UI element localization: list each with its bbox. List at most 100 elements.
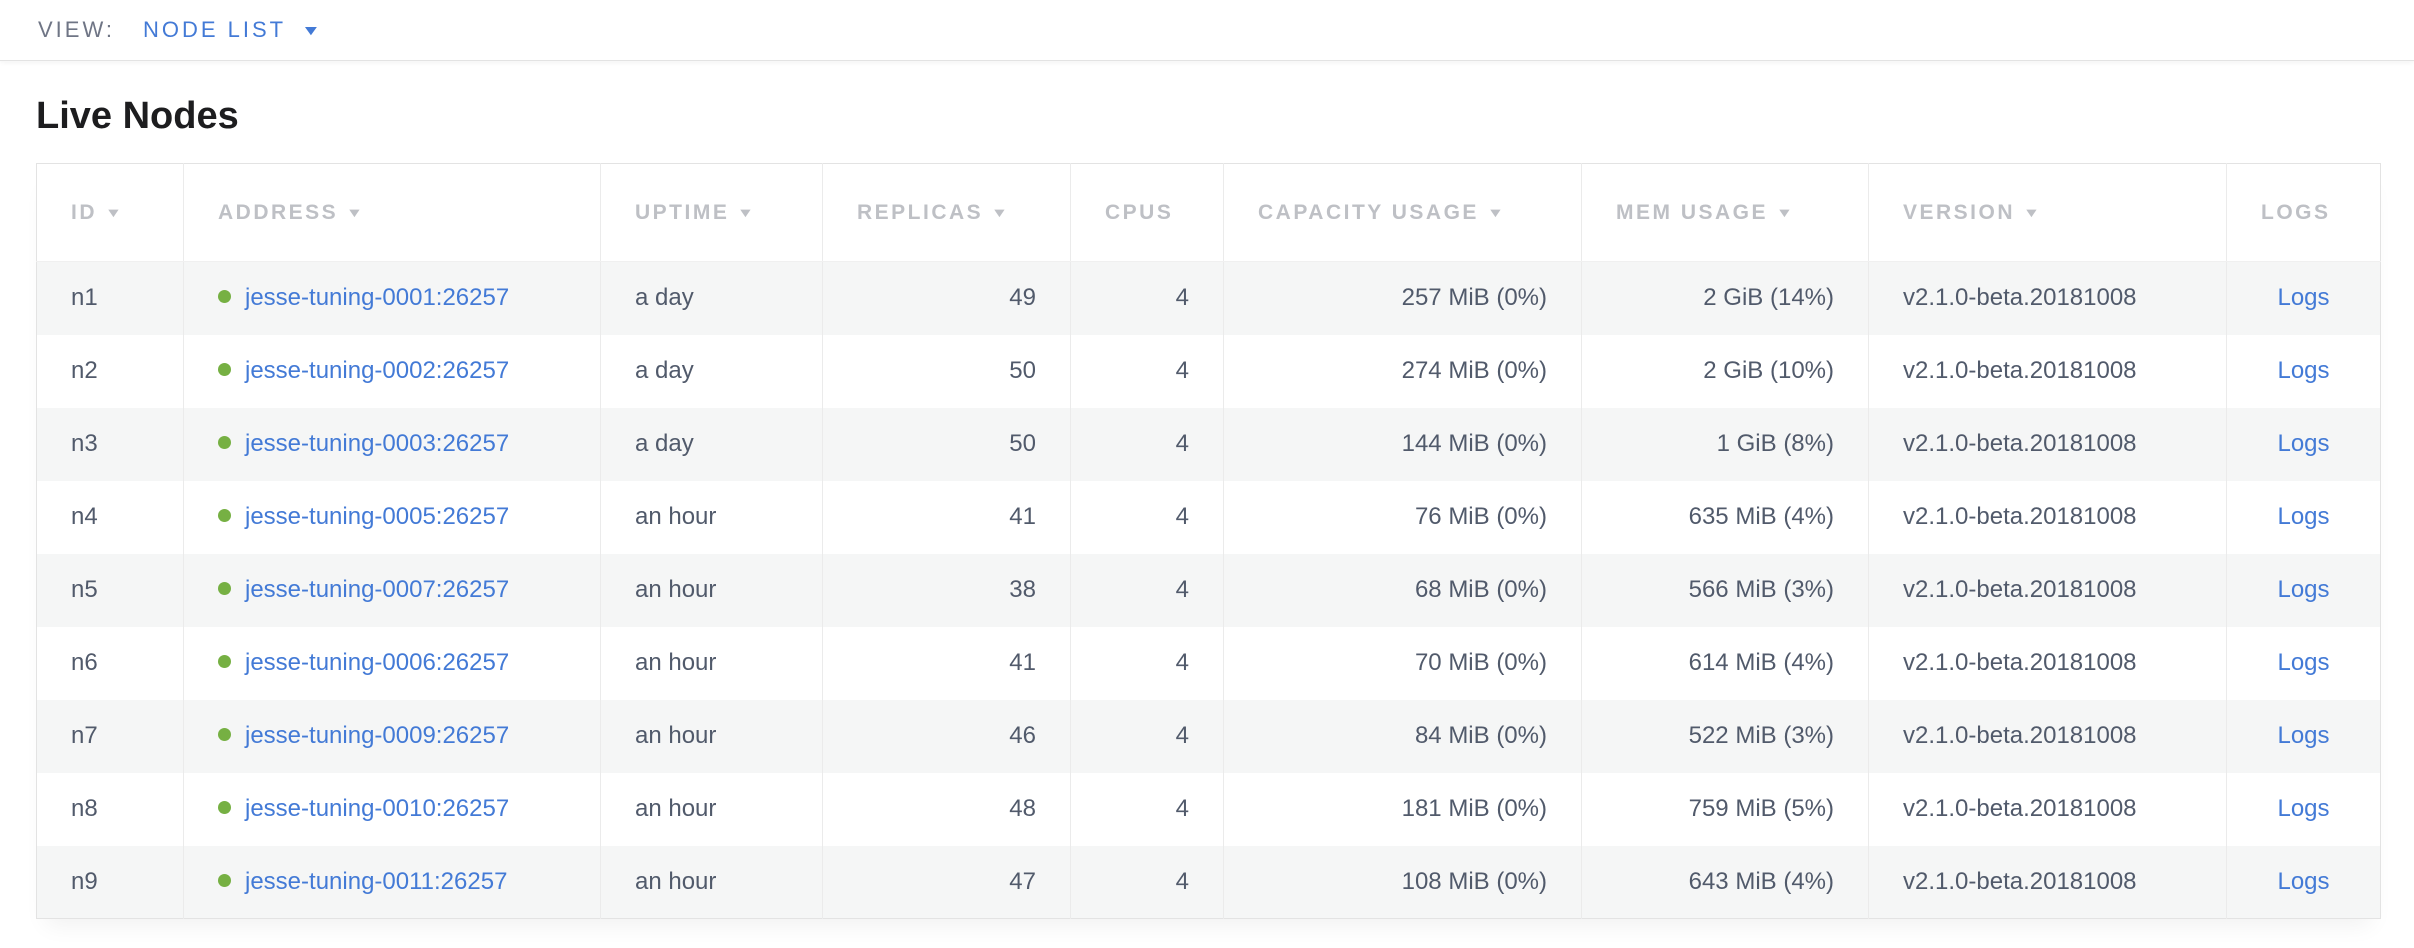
- cell-replicas: 47: [822, 845, 1071, 919]
- node-status-icon: [218, 655, 231, 669]
- column-label: ID: [71, 200, 97, 224]
- column-header-address[interactable]: ADDRESS ▼: [183, 163, 601, 262]
- table-row: n5 jesse-tuning-0007:26257 an hour 38 4 68 Mi…: [36, 553, 2381, 627]
- cell-capacity_usage: 76 MiB (0%): [1223, 480, 1582, 554]
- cell-id: n5: [36, 553, 184, 627]
- cell-uptime: an hour: [600, 626, 823, 700]
- logs-link[interactable]: Logs: [2277, 576, 2330, 603]
- sort-desc-icon: ▼: [104, 204, 123, 220]
- cell-address: jesse-tuning-0010:26257: [183, 772, 601, 846]
- cell-mem_usage: 635 MiB (4%): [1581, 480, 1869, 554]
- cell-logs: Logs: [2226, 772, 2381, 846]
- cell-logs: Logs: [2226, 626, 2381, 700]
- logs-link[interactable]: Logs: [2277, 430, 2330, 457]
- logs-link[interactable]: Logs: [2277, 722, 2330, 749]
- column-header-id[interactable]: ID ▼: [36, 163, 184, 262]
- page-title: Live Nodes: [36, 95, 239, 137]
- cell-cpus: 4: [1070, 626, 1224, 700]
- node-status-icon: [218, 728, 231, 742]
- node-address-link[interactable]: jesse-tuning-0011:26257: [245, 867, 508, 895]
- live-nodes-section: ID ▼ ADDRESS ▼ UPTIME ▼ REPLICAS ▼ CPUS CAPACITY …: [36, 163, 2381, 919]
- table-row: n2 jesse-tuning-0002:26257 a day 50 4 274 MiB…: [36, 334, 2381, 408]
- node-address-link[interactable]: jesse-tuning-0006:26257: [245, 649, 510, 676]
- column-header-cpus: CPUS: [1070, 163, 1224, 262]
- node-address-link[interactable]: jesse-tuning-0005:26257: [245, 503, 510, 530]
- cell-version: v2.1.0-beta.20181008: [1868, 699, 2227, 773]
- view-dropdown-value[interactable]: NODE LIST: [142, 17, 287, 42]
- sort-desc-icon: ▼: [345, 204, 364, 220]
- node-status-icon: [218, 509, 231, 523]
- sort-desc-icon: ▼: [1775, 204, 1794, 220]
- column-label: MEM USAGE: [1616, 200, 1769, 224]
- column-header-mem_usage[interactable]: MEM USAGE ▼: [1581, 163, 1869, 262]
- column-header-replicas[interactable]: REPLICAS ▼: [822, 163, 1071, 262]
- node-status-icon: [218, 582, 231, 596]
- cell-uptime: an hour: [600, 553, 823, 627]
- sort-desc-icon: ▼: [990, 204, 1009, 220]
- cell-cpus: 4: [1070, 407, 1224, 481]
- cell-mem_usage: 2 GiB (14%): [1581, 261, 1869, 335]
- logs-link[interactable]: Logs: [2277, 867, 2330, 895]
- node-status-icon: [218, 290, 231, 304]
- cell-id: n6: [36, 626, 184, 700]
- column-header-version[interactable]: VERSION ▼: [1868, 163, 2227, 262]
- cell-logs: Logs: [2226, 845, 2381, 919]
- cell-cpus: 4: [1070, 553, 1224, 627]
- cell-id: n4: [36, 480, 184, 554]
- node-address-link[interactable]: jesse-tuning-0002:26257: [245, 357, 510, 384]
- cell-mem_usage: 643 MiB (4%): [1581, 845, 1869, 919]
- logs-link[interactable]: Logs: [2277, 795, 2330, 822]
- sort-desc-icon: ▼: [737, 204, 755, 220]
- cell-cpus: 4: [1070, 334, 1224, 408]
- view-dropdown[interactable]: NODE LIST ▼: [142, 17, 322, 43]
- cell-version: v2.1.0-beta.20181008: [1868, 772, 2227, 846]
- column-header-uptime[interactable]: UPTIME ▼: [600, 163, 823, 262]
- logs-link[interactable]: Logs: [2277, 357, 2330, 384]
- view-selector-bar: VIEW: NODE LIST ▼: [0, 0, 2414, 61]
- cell-capacity_usage: 108 MiB (0%): [1223, 845, 1582, 919]
- cell-mem_usage: 614 MiB (4%): [1581, 626, 1869, 700]
- table-row: n9 jesse-tuning-0011:26257 an hour 47 4 108 M…: [36, 845, 2381, 919]
- cell-address: jesse-tuning-0011:26257: [183, 845, 601, 919]
- logs-link[interactable]: Logs: [2277, 649, 2330, 676]
- node-address-link[interactable]: jesse-tuning-0001:26257: [245, 284, 510, 312]
- node-address-link[interactable]: jesse-tuning-0010:26257: [245, 795, 510, 822]
- column-label: ADDRESS: [218, 200, 339, 224]
- cell-id: n8: [36, 772, 184, 846]
- cell-logs: Logs: [2226, 334, 2381, 408]
- logs-link[interactable]: Logs: [2277, 503, 2330, 530]
- node-address-link[interactable]: jesse-tuning-0007:26257: [245, 576, 510, 603]
- column-label: CPUS: [1105, 200, 1174, 224]
- cell-version: v2.1.0-beta.20181008: [1868, 626, 2227, 700]
- node-status-icon: [218, 363, 231, 377]
- cell-address: jesse-tuning-0007:26257: [183, 553, 601, 627]
- cell-mem_usage: 759 MiB (5%): [1581, 772, 1869, 846]
- cell-version: v2.1.0-beta.20181008: [1868, 334, 2227, 408]
- cell-address: jesse-tuning-0005:26257: [183, 480, 601, 554]
- column-label: VERSION: [1903, 200, 2016, 224]
- node-status-icon: [218, 873, 231, 887]
- node-address-link[interactable]: jesse-tuning-0003:26257: [245, 430, 510, 457]
- cell-address: jesse-tuning-0003:26257: [183, 407, 601, 481]
- cell-address: jesse-tuning-0002:26257: [183, 334, 601, 408]
- chevron-down-icon: ▼: [300, 22, 322, 38]
- cell-capacity_usage: 181 MiB (0%): [1223, 772, 1582, 846]
- cell-logs: Logs: [2226, 699, 2381, 773]
- cell-logs: Logs: [2226, 553, 2381, 627]
- cell-replicas: 38: [822, 553, 1071, 627]
- cell-address: jesse-tuning-0006:26257: [183, 626, 601, 700]
- cell-uptime: an hour: [600, 772, 823, 846]
- cell-address: jesse-tuning-0001:26257: [183, 261, 601, 335]
- cell-version: v2.1.0-beta.20181008: [1868, 553, 2227, 627]
- node-address-link[interactable]: jesse-tuning-0009:26257: [245, 722, 510, 749]
- cell-id: n3: [36, 407, 184, 481]
- table-row: n3 jesse-tuning-0003:26257 a day 50 4 144 MiB…: [36, 407, 2381, 481]
- cell-replicas: 41: [822, 480, 1071, 554]
- column-header-capacity_usage[interactable]: CAPACITY USAGE ▼: [1223, 163, 1582, 262]
- cell-replicas: 50: [822, 334, 1071, 408]
- cell-replicas: 46: [822, 699, 1071, 773]
- logs-link[interactable]: Logs: [2277, 284, 2330, 312]
- cell-replicas: 50: [822, 407, 1071, 481]
- cell-capacity_usage: 84 MiB (0%): [1223, 699, 1582, 773]
- cell-id: n1: [36, 261, 184, 335]
